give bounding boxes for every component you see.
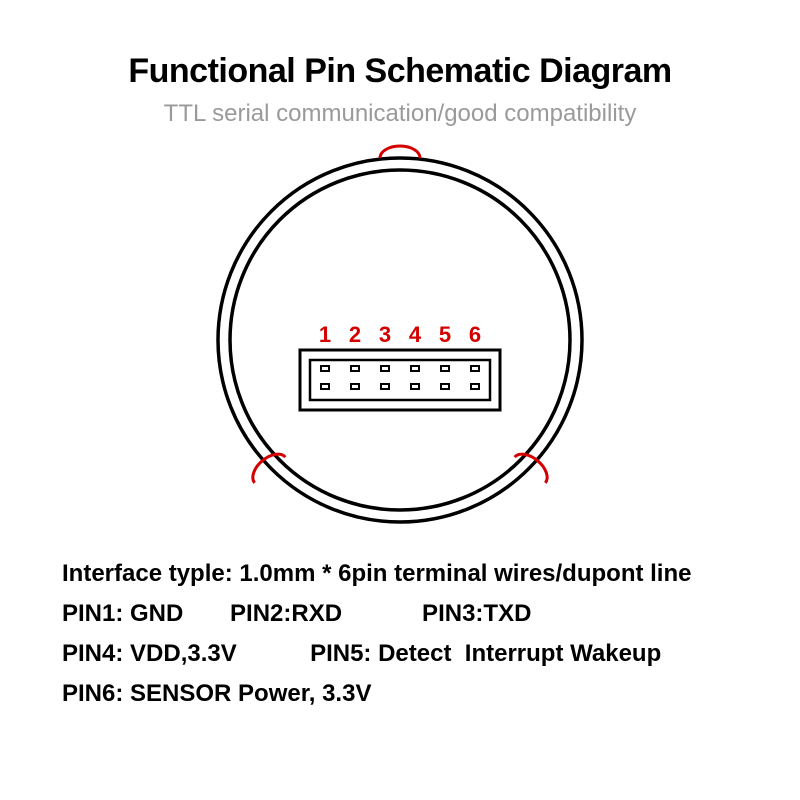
pin-slot-6-row1 <box>471 366 479 371</box>
pin-slot-1-row2 <box>321 384 329 389</box>
pin-slot-2-row1 <box>351 366 359 371</box>
pin-label-6: 6 <box>469 322 481 347</box>
pin-slot-4-row1 <box>411 366 419 371</box>
pin-slot-3-row2 <box>381 384 389 389</box>
pin-slot-2-row2 <box>351 384 359 389</box>
pin-label-2: 2 <box>349 322 361 347</box>
inner-ring <box>230 170 570 510</box>
spec-line-2: PIN4: VDD,3.3V PIN5: Detect Interrupt Wa… <box>62 640 760 668</box>
pin-slot-1-row1 <box>321 366 329 371</box>
page-title: Functional Pin Schematic Diagram <box>0 52 800 91</box>
spec-text-block: Interface typle: 1.0mm * 6pin terminal w… <box>62 560 760 720</box>
pin-slot-3-row1 <box>381 366 389 371</box>
tab-top <box>380 146 420 158</box>
spec-line-0: Interface typle: 1.0mm * 6pin terminal w… <box>62 560 760 588</box>
schematic-diagram: 123456 <box>0 130 800 550</box>
page-subtitle: TTL serial communication/good compatibil… <box>0 100 800 128</box>
pin-label-5: 5 <box>439 322 451 347</box>
pin-slot-6-row2 <box>471 384 479 389</box>
pin-label-1: 1 <box>319 322 331 347</box>
pin-label-4: 4 <box>409 322 422 347</box>
pin-slot-5-row2 <box>441 384 449 389</box>
connector-inner <box>310 360 490 400</box>
spec-line-1: PIN1: GND PIN2:RXD PIN3:TXD <box>62 600 760 628</box>
pin-label-3: 3 <box>379 322 391 347</box>
pin-slot-4-row2 <box>411 384 419 389</box>
outer-ring <box>218 158 582 522</box>
spec-line-3: PIN6: SENSOR Power, 3.3V <box>62 680 760 708</box>
pin-slot-5-row1 <box>441 366 449 371</box>
schematic-svg: 123456 <box>0 130 800 550</box>
